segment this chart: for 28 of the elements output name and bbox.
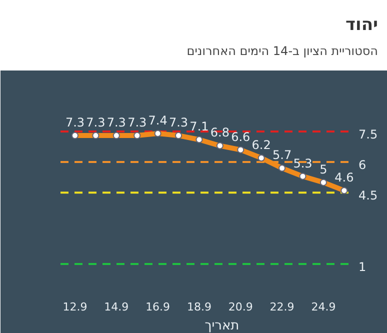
data-label: 7.4 — [148, 114, 168, 128]
data-label: 7.3 — [128, 116, 147, 130]
data-label: 5 — [320, 162, 328, 176]
x-axis-title: תאריך — [204, 318, 240, 333]
x-tick-label: 24.9 — [311, 300, 336, 314]
data-label: 7.3 — [168, 116, 188, 130]
data-label: 7.3 — [86, 116, 106, 130]
x-tick-label: 14.9 — [104, 300, 129, 314]
ref-line-label: 4.5 — [358, 188, 378, 203]
data-label: 6.8 — [210, 126, 230, 140]
data-label: 6.6 — [231, 130, 250, 144]
data-label: 7.3 — [106, 116, 126, 130]
x-tick-label: 12.9 — [62, 300, 88, 314]
data-label: 7.1 — [190, 120, 209, 134]
x-tick-label: 20.9 — [228, 300, 253, 314]
data-label: 5.7 — [272, 148, 292, 162]
data-label: 6.2 — [252, 138, 271, 152]
x-tick-label: 18.9 — [186, 300, 212, 314]
data-label: 5.3 — [293, 156, 312, 170]
ref-line-label: 1 — [358, 260, 366, 274]
chart-title: יהוד — [344, 14, 378, 37]
x-tick-label: 22.9 — [270, 300, 294, 314]
chart-subtitle: הסטוריית הציון ב-14 הימים האחרונים — [186, 43, 378, 60]
x-tick-label: 16.9 — [146, 300, 170, 314]
ref-line-label: 7.5 — [358, 127, 378, 142]
data-label: 4.6 — [334, 170, 354, 185]
ref-line-label: 6 — [358, 158, 366, 172]
data-label: 7.3 — [65, 116, 85, 130]
